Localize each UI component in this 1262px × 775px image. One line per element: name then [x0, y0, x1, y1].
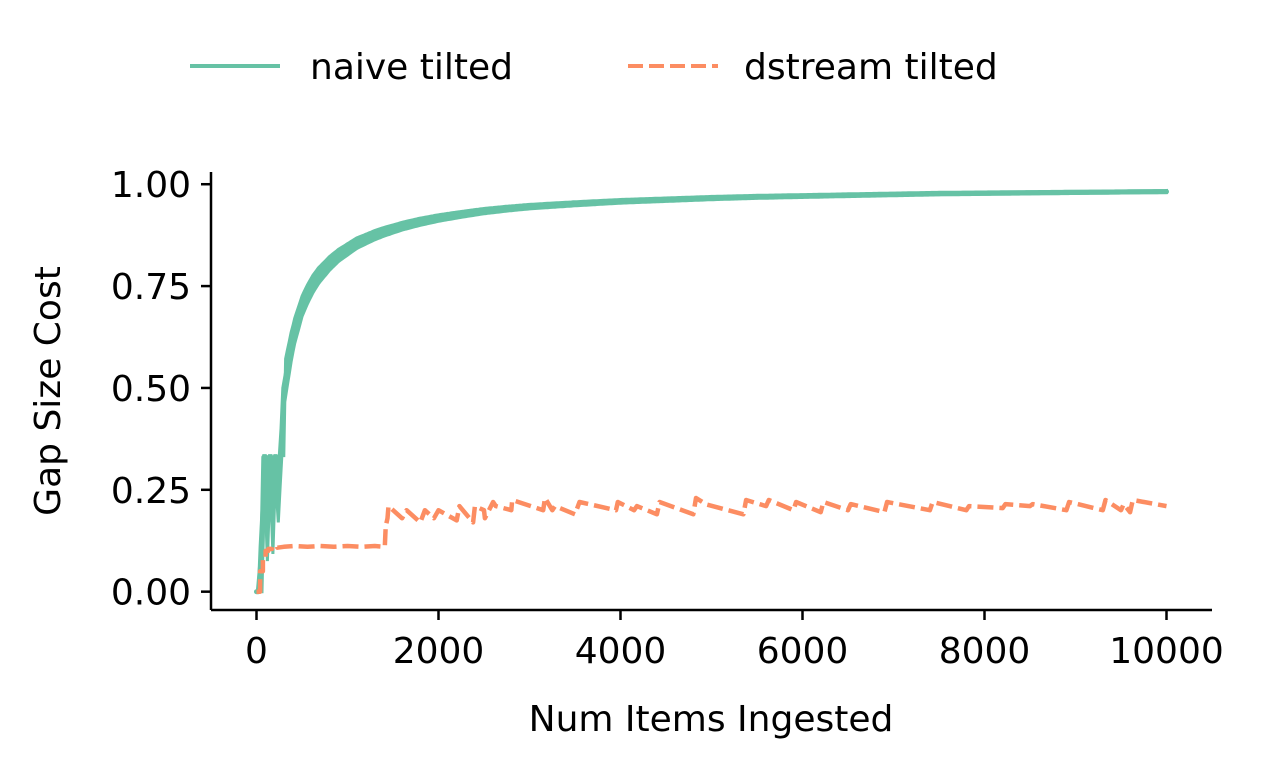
y-tick-label: 0.50	[111, 369, 191, 410]
x-tick-label: 8000	[939, 631, 1031, 672]
y-tick-label: 0.75	[111, 267, 191, 308]
y-axis-ticks: 0.00 0.25 0.50 0.75 1.00	[111, 165, 211, 614]
series-naive-tilted-line	[254, 189, 1169, 595]
series-dstream-tilted-line	[256, 495, 1167, 594]
x-tick-label: 4000	[575, 631, 667, 672]
x-axis-ticks: 0 2000 4000 6000 8000 10000	[245, 610, 1224, 672]
legend-label-naive-tilted: naive tilted	[310, 47, 513, 88]
legend-label-dstream-tilted: dstream tilted	[744, 47, 998, 88]
x-axis-label: Num Items Ingested	[529, 699, 894, 740]
y-tick-label: 0.00	[111, 573, 191, 614]
x-tick-label: 0	[245, 631, 268, 672]
plot-area	[254, 188, 1169, 595]
y-tick-label: 1.00	[111, 165, 191, 206]
series-naive-tilted-band	[256, 188, 1168, 594]
legend: naive tilted dstream tilted	[190, 47, 998, 88]
x-tick-label: 10000	[1109, 631, 1224, 672]
x-tick-label: 2000	[393, 631, 485, 672]
y-tick-label: 0.25	[111, 471, 191, 512]
y-axis-label: Gap Size Cost	[28, 266, 69, 516]
x-tick-label: 6000	[757, 631, 849, 672]
